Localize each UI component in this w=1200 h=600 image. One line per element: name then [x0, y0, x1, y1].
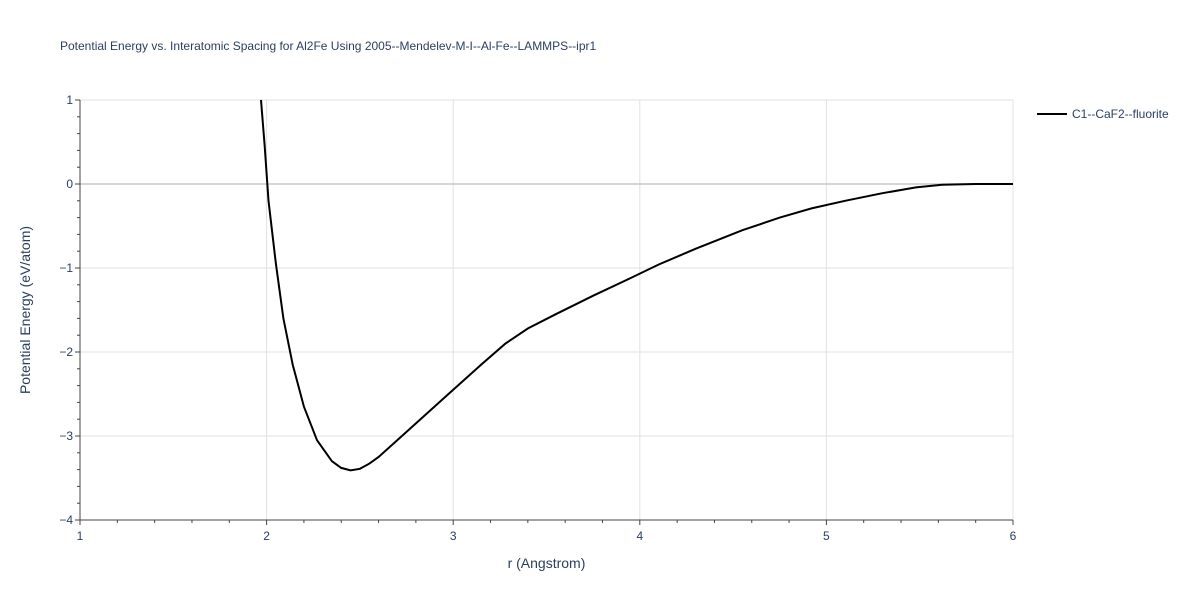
series-layer	[260, 99, 1013, 472]
x-tick-label: 3	[450, 529, 457, 543]
x-axis-title: r (Angstrom)	[508, 555, 586, 571]
y-tick-label: −2	[59, 345, 73, 359]
y-tick-label: 1	[66, 93, 73, 107]
y-axis-title: Potential Energy (eV/atom)	[17, 226, 33, 394]
x-tick-label: 1	[77, 529, 84, 543]
x-tick-label: 6	[1010, 529, 1017, 543]
x-tick-label: 4	[636, 529, 643, 543]
legend[interactable]: C1--CaF2--fluorite	[1037, 107, 1169, 121]
legend-label: C1--CaF2--fluorite	[1072, 107, 1169, 121]
axes-layer	[75, 99, 1014, 525]
x-tick-label: 5	[823, 529, 830, 543]
series-line	[260, 99, 1013, 472]
y-tick-label: −1	[59, 261, 73, 275]
x-tick-label: 2	[263, 529, 270, 543]
y-tick-label: 0	[66, 177, 73, 191]
y-tick-label: −4	[59, 513, 73, 527]
chart-title: Potential Energy vs. Interatomic Spacing…	[60, 39, 597, 53]
y-tick-label: −3	[59, 429, 73, 443]
grid-layer	[80, 99, 1014, 520]
tick-label-layer: 1 2 3 4 5 6 1 0 −1 −2 −3 −4	[59, 93, 1016, 543]
